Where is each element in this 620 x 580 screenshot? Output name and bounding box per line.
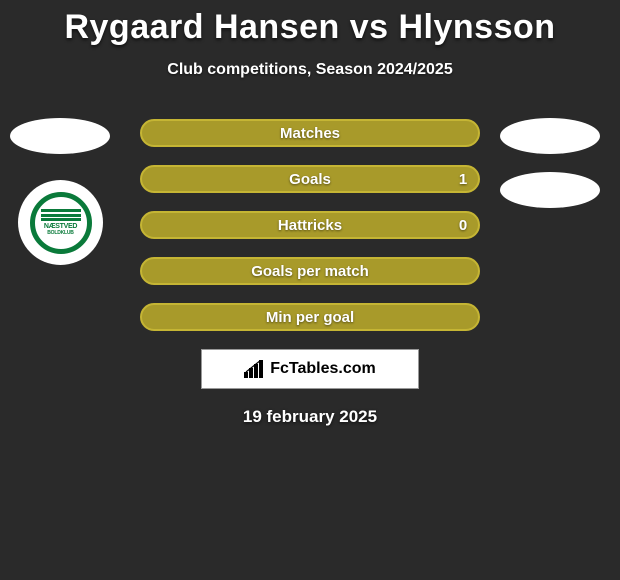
stat-value-right: 0 (448, 217, 478, 234)
player-right-avatar (500, 118, 600, 154)
club-badge: NÆSTVED BOLDKLUB (18, 180, 103, 265)
club-badge-inner: NÆSTVED BOLDKLUB (30, 192, 92, 254)
stat-label: Matches (172, 125, 448, 142)
club-badge-stripes (41, 209, 81, 221)
date-text: 19 february 2025 (0, 407, 620, 427)
stat-label: Goals per match (172, 263, 448, 280)
club-name: NÆSTVED (44, 223, 77, 230)
stat-row: Matches (140, 119, 480, 147)
stat-label: Min per goal (172, 309, 448, 326)
stat-row: Min per goal (140, 303, 480, 331)
logo-text: FcTables.com (270, 360, 376, 378)
stat-row: Goals per match (140, 257, 480, 285)
fctables-logo[interactable]: FcTables.com (201, 349, 419, 389)
player-right-avatar-2 (500, 172, 600, 208)
bars-icon (244, 360, 264, 378)
club-sub: BOLDKLUB (47, 230, 73, 236)
content: Rygaard Hansen vs Hlynsson Club competit… (0, 0, 620, 580)
stat-row: Hattricks0 (140, 211, 480, 239)
stat-label: Goals (172, 171, 448, 188)
page-title: Rygaard Hansen vs Hlynsson (0, 0, 620, 47)
stat-row: Goals1 (140, 165, 480, 193)
stat-value-right: 1 (448, 171, 478, 188)
stat-label: Hattricks (172, 217, 448, 234)
player-left-avatar (10, 118, 110, 154)
subtitle: Club competitions, Season 2024/2025 (0, 61, 620, 79)
